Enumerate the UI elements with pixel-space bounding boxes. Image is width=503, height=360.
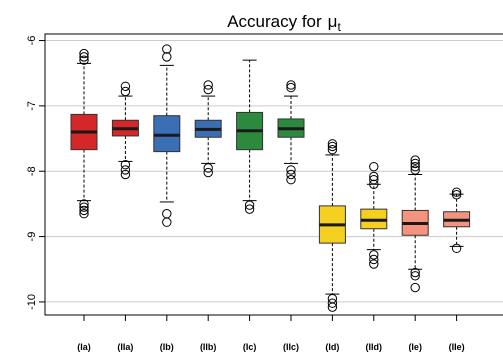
y-tick-label: -8	[26, 166, 38, 176]
box-iie	[443, 187, 471, 254]
outlier-point	[120, 165, 131, 175]
outlier-point	[162, 209, 172, 219]
outlier-point	[79, 202, 89, 212]
outlier-point	[79, 48, 89, 59]
x-tick-label: (Ia)	[77, 342, 91, 352]
x-tick-label: (IIb)	[200, 342, 217, 352]
outlier-point	[369, 161, 379, 172]
outlier-point	[451, 190, 462, 200]
outlier-point	[79, 52, 89, 62]
outlier-point	[410, 271, 420, 281]
outlier-point	[79, 55, 89, 65]
outlier-point	[327, 298, 338, 308]
outlier-point	[162, 44, 172, 54]
outlier-point	[410, 155, 420, 165]
x-axis: (Ia) (IIa) (Ib) (IIb) (Ic) (IIc) (Id) (IId) (Ie)…	[77, 315, 465, 352]
outlier-point	[369, 254, 379, 265]
outlier-point	[410, 267, 420, 278]
outlier-point	[369, 179, 379, 190]
x-tick-label: (IId)	[366, 342, 383, 352]
y-tick-label: -7	[26, 101, 38, 111]
outlier-point	[410, 158, 420, 169]
outlier-point	[286, 80, 296, 90]
box-iib	[194, 80, 222, 178]
outlier-point	[120, 169, 131, 180]
outlier-point	[327, 144, 338, 155]
outlier-point	[410, 282, 420, 293]
outlier-point	[120, 86, 131, 97]
plot-frame	[44, 33, 503, 316]
chart-title: Accuracy for μt	[227, 12, 341, 34]
box-ib	[153, 44, 181, 227]
x-tick-label: (Id)	[325, 342, 339, 352]
outlier-point	[120, 159, 131, 170]
box-iid	[360, 161, 388, 269]
box-ia	[70, 48, 98, 219]
x-tick-label: (Ic)	[243, 342, 257, 352]
outlier-point	[369, 250, 379, 260]
x-tick-label: (Ib)	[160, 342, 174, 352]
outlier-point	[327, 302, 338, 312]
x-tick-label: (IIc)	[283, 342, 299, 352]
outlier-point	[244, 204, 255, 214]
y-tick-label: -10	[26, 294, 38, 310]
outlier-point	[244, 200, 255, 210]
x-tick-label: (Ie)	[408, 342, 422, 352]
x-tick-label: (IIe)	[449, 342, 465, 352]
box-ic	[236, 59, 264, 214]
box-iqr	[153, 115, 181, 153]
y-tick-label: -6	[26, 36, 38, 46]
outlier-point	[203, 167, 213, 178]
outlier-point	[286, 82, 296, 93]
box-series	[70, 44, 471, 312]
outlier-point	[79, 205, 89, 216]
y-tick-label: -9	[26, 232, 38, 242]
outlier-point	[120, 81, 131, 91]
y-axis: -6 -7 -8 -9 -10	[26, 36, 45, 310]
outlier-point	[203, 163, 213, 173]
box-id	[318, 139, 346, 312]
outlier-point	[410, 165, 420, 175]
outlier-point	[369, 259, 379, 269]
outlier-point	[451, 187, 462, 197]
box-iic	[277, 80, 305, 185]
outlier-point	[79, 199, 89, 209]
outlier-point	[369, 171, 379, 182]
chart-title-text: Accuracy for	[227, 12, 322, 31]
chart-title-symbol: μ	[328, 12, 338, 31]
outlier-point	[451, 243, 462, 254]
outlier-point	[203, 80, 213, 90]
outlier-point	[327, 141, 338, 152]
outlier-point	[410, 161, 420, 172]
outlier-point	[203, 84, 213, 95]
box-iia	[111, 81, 139, 180]
outlier-point	[286, 165, 296, 175]
outlier-point	[286, 169, 296, 180]
outlier-point	[286, 175, 296, 185]
outlier-point	[369, 175, 379, 185]
outlier-point	[327, 139, 338, 149]
x-tick-label: (IIa)	[117, 342, 133, 352]
outlier-point	[162, 52, 172, 62]
chart-title-subscript: t	[337, 20, 341, 34]
grid-lines	[45, 40, 503, 303]
outlier-point	[79, 209, 89, 219]
box-ie	[401, 155, 429, 293]
outlier-point	[162, 217, 172, 227]
